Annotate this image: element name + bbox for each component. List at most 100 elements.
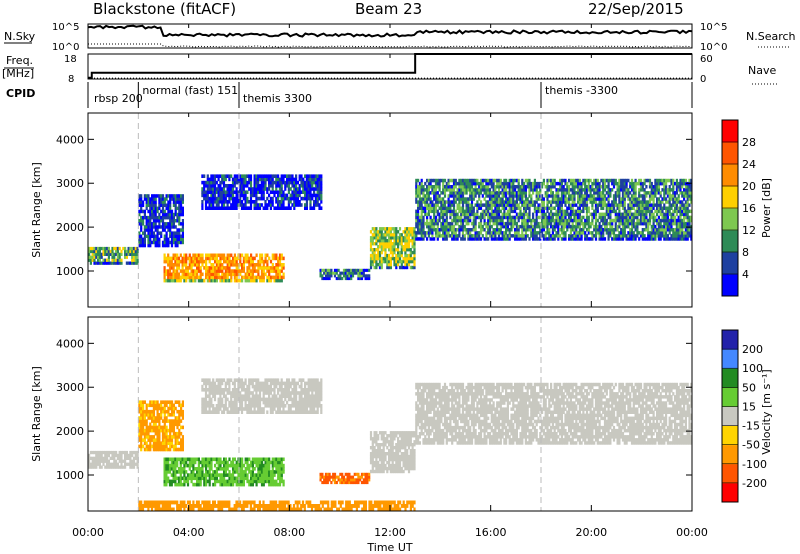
power-cell (470, 178, 474, 183)
power-cell (160, 231, 163, 235)
power-cell (215, 272, 218, 277)
power-cell (389, 236, 392, 240)
power-cell (544, 221, 547, 226)
power-cell (188, 253, 191, 258)
power-cell (535, 212, 538, 217)
power-cell (514, 191, 517, 195)
velocity-cell (111, 465, 114, 469)
power-cell (454, 215, 457, 220)
power-cell (143, 215, 146, 220)
power-cell (514, 231, 517, 235)
power-cell (548, 234, 551, 238)
power-cell (487, 200, 490, 204)
power-cell (603, 185, 607, 189)
power-cell (517, 237, 520, 241)
power-cell (226, 275, 229, 280)
power-cell (524, 224, 527, 229)
velocity-cell (167, 479, 170, 484)
velocity-cell (192, 467, 195, 471)
power-cell (311, 174, 314, 178)
power-cell (674, 194, 677, 198)
velocity-cell (169, 441, 172, 445)
power-cell (246, 269, 249, 273)
power-cell (445, 212, 448, 217)
power-cell (169, 225, 172, 229)
power-cell (311, 206, 314, 210)
power-cell (136, 255, 139, 259)
power-cell (258, 177, 262, 182)
power-cell (418, 197, 421, 201)
power-cell (469, 212, 472, 217)
power-cell (559, 178, 562, 183)
power-cell (621, 212, 625, 217)
power-cell (686, 194, 689, 198)
power-cell (134, 261, 137, 265)
power-cell (496, 221, 499, 226)
power-cell (434, 188, 438, 192)
power-cell (650, 185, 653, 189)
power-cell (452, 181, 456, 186)
power-cell (391, 248, 394, 252)
power-cell (400, 233, 403, 237)
power-cell (206, 184, 209, 188)
power-cell (634, 224, 637, 229)
power-cell (204, 180, 208, 185)
power-cell (683, 197, 686, 201)
power-cell (149, 225, 152, 229)
velocity-cell (154, 441, 157, 445)
power-cell (559, 218, 562, 223)
power-cell (546, 215, 549, 220)
power-cell (324, 271, 328, 275)
velocity-cell (174, 470, 177, 474)
power-cell (224, 256, 227, 261)
power-cell (433, 178, 436, 183)
power-cell (623, 231, 626, 235)
power-cell (277, 269, 280, 273)
power-cell (377, 233, 380, 237)
power-cell (368, 268, 371, 272)
power-cell (196, 259, 199, 264)
power-cell (575, 224, 578, 229)
power-cell (596, 194, 599, 198)
velocity-cell (170, 457, 173, 462)
power-cell (178, 228, 181, 232)
velocity-cell (168, 463, 172, 468)
power-cell (470, 185, 474, 189)
power-cell (380, 239, 383, 243)
velocity-cell (140, 431, 143, 436)
power-cell (442, 181, 445, 186)
power-cell (690, 234, 693, 238)
power-cell (451, 188, 454, 192)
power-cell (235, 193, 238, 198)
power-cell (302, 184, 305, 188)
power-cell (210, 266, 213, 270)
power-cell (217, 193, 220, 198)
power-cell (620, 218, 623, 223)
power-cell (611, 188, 614, 192)
power-cell (305, 177, 308, 182)
velocity-cell (172, 428, 175, 433)
power-cell (125, 252, 128, 256)
power-cell (614, 228, 617, 232)
power-cell (262, 180, 265, 185)
power-cell (688, 221, 691, 226)
power-cell (541, 206, 544, 210)
power-cell (309, 206, 312, 210)
power-cell (201, 190, 204, 194)
power-cell (483, 209, 486, 214)
velocity-cell (107, 459, 110, 463)
power-cell (517, 234, 520, 238)
power-cell (237, 193, 240, 198)
power-cell (377, 248, 380, 252)
power-cell (465, 188, 468, 192)
power-cell (357, 271, 360, 275)
velocity-cell (174, 438, 177, 442)
power-cell (398, 242, 402, 246)
power-cell (262, 184, 265, 188)
power-cell (535, 215, 538, 220)
power-cell (426, 200, 429, 204)
power-cell (451, 185, 454, 189)
power-cell (670, 218, 673, 223)
power-cell (426, 191, 429, 195)
power-cell (89, 255, 92, 259)
